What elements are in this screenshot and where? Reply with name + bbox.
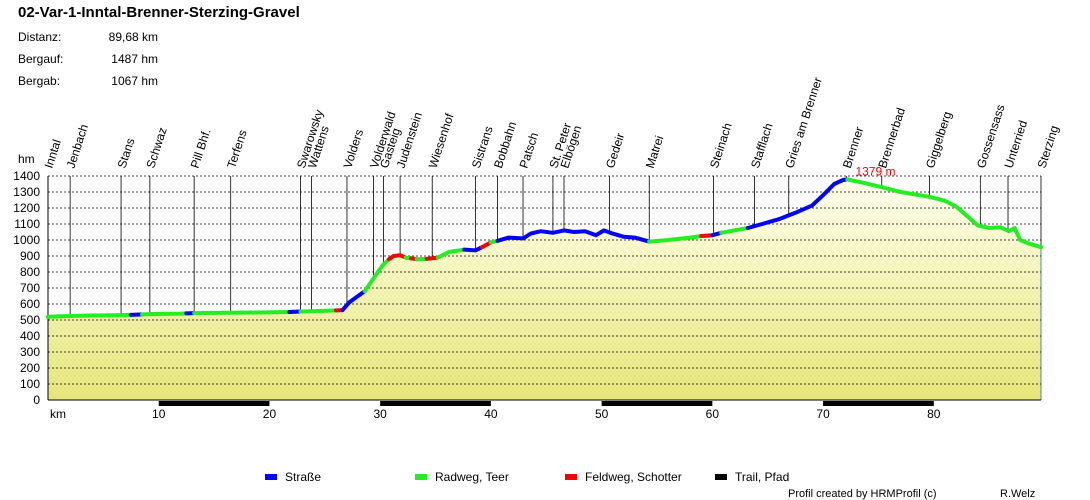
place-label: Volders (341, 128, 367, 170)
x-tick-label: 50 (595, 407, 609, 421)
track-segment (462, 245, 484, 253)
stat-value: 1067 hm (111, 74, 158, 88)
x-tick-label: 60 (706, 407, 720, 421)
legend-swatch (265, 473, 277, 480)
place-label: Gedeir (603, 131, 627, 170)
track-segment (298, 308, 338, 314)
legend-label: Trail, Pfad (735, 470, 790, 484)
y-tick-label: 900 (20, 249, 40, 263)
author-text: R.Welz (1000, 488, 1036, 500)
x-tick-label: 10 (152, 407, 166, 421)
place-label: Wiesenhof (426, 111, 457, 170)
track-segment (719, 226, 750, 235)
legend-swatch (415, 473, 427, 480)
legend-label: Feldweg, Schotter (585, 470, 682, 484)
y-tick-label: 1400 (13, 169, 40, 183)
place-label: Bobbahn (491, 120, 519, 170)
y-tick-label: 700 (20, 281, 40, 295)
legend-item-feldweg: Feldweg, Schotter (565, 470, 682, 484)
place-label: Giggelberg (923, 110, 954, 170)
stat-value: 1487 hm (111, 52, 158, 66)
stat-value: 89,68 km (108, 30, 158, 44)
place-label: Unterried (1002, 119, 1031, 170)
legend-label: Straße (285, 470, 322, 484)
place-label: Steinach (707, 121, 735, 170)
place-label: Gries am Brenner (782, 76, 825, 170)
km-bar-segment (158, 401, 270, 406)
x-tick-label: 80 (927, 407, 941, 421)
track-segment (435, 247, 467, 260)
y-tick-label: 1100 (14, 217, 40, 231)
y-axis-label: hm (18, 152, 35, 166)
y-tick-label: 1300 (13, 185, 40, 199)
track-segment (495, 228, 652, 244)
legend-swatch (715, 473, 727, 480)
y-tick-label: 600 (20, 297, 40, 311)
chart-title: 02-Var-1-Inntal-Brenner-Sterzing-Gravel (18, 4, 300, 21)
legend-label: Radweg, Teer (435, 470, 509, 484)
y-tick-label: 1000 (13, 233, 40, 247)
stat-label: Bergauf: (18, 52, 64, 66)
track-segment (362, 257, 391, 294)
y-tick-label: 800 (20, 265, 40, 279)
legend-item-strasse: Straße (265, 470, 321, 484)
track-segment (340, 289, 367, 313)
track-segment (745, 177, 850, 230)
place-label: Pill Bhf. (188, 127, 214, 170)
place-label: Patsch (517, 131, 542, 170)
x-tick-label: 70 (816, 407, 830, 421)
place-label: Terfens (224, 128, 249, 170)
profile-area (48, 179, 1041, 400)
place-label: Sterzing (1035, 124, 1062, 170)
track-segment (192, 310, 292, 316)
place-label: Matrei (643, 134, 667, 170)
max-elevation-label: 1379 m (855, 164, 895, 178)
track-segment (46, 312, 133, 319)
y-tick-label: 0 (33, 393, 40, 407)
x-tick-label: 40 (484, 407, 498, 421)
place-label: Stans (115, 136, 138, 170)
x-tick-label: 30 (374, 407, 388, 421)
y-tick-label: 400 (20, 329, 40, 343)
x-tick-label: 20 (263, 407, 277, 421)
km-bar-segment (601, 401, 713, 406)
y-tick-label: 500 (20, 313, 40, 327)
place-label: Jenbach (64, 122, 91, 169)
legend-swatch (565, 473, 577, 480)
legend-item-radweg: Radweg, Teer (415, 470, 509, 484)
track-segment (140, 311, 189, 317)
stat-label: Bergab: (18, 74, 61, 88)
km-bar-segment (380, 401, 491, 406)
y-tick-label: 300 (20, 345, 40, 359)
place-label: Inntal (42, 138, 64, 170)
y-tick-label: 100 (20, 377, 40, 391)
place-label: Schwaz (143, 126, 169, 170)
y-tick-label: 1200 (13, 201, 40, 215)
track-segment (845, 177, 1043, 250)
place-label: Brennerbad (875, 106, 908, 170)
place-label: Brenner (840, 125, 867, 170)
credit-text: Profil created by HRMProfil (c) (788, 488, 937, 500)
stat-label: Distanz: (18, 30, 62, 44)
km-bar-segment (823, 401, 934, 406)
track-segment (387, 253, 408, 262)
y-tick-label: 200 (20, 361, 40, 375)
place-label: Stafflach (748, 121, 776, 170)
x-axis-label: km (50, 407, 66, 421)
legend-item-trail: Trail, Pfad (715, 470, 789, 484)
track-segment (647, 234, 704, 244)
